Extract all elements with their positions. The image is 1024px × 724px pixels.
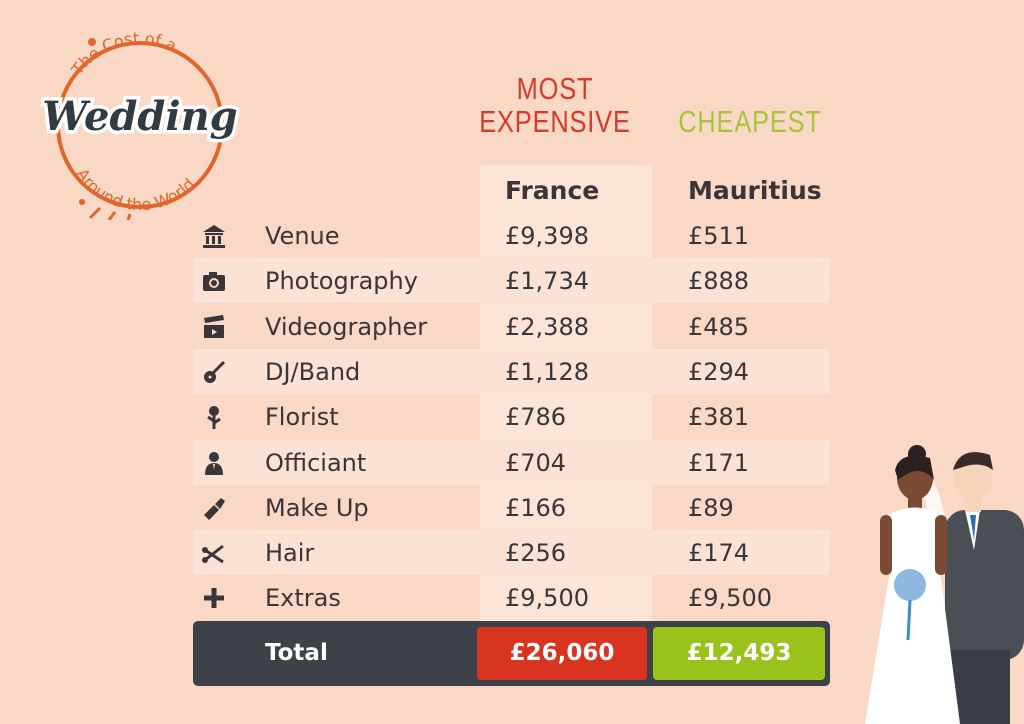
table-row: DJ/Band £1,128 £294 [193, 348, 830, 394]
mauritius-cost: £485 [688, 312, 750, 341]
person-icon [205, 451, 223, 475]
row-label: Florist [265, 403, 339, 432]
row-label: Extras [265, 584, 341, 613]
table-row: Hair £256 £174 [193, 530, 830, 576]
cheapest-heading: CHEAPEST [678, 104, 822, 139]
clapperboard-icon [204, 314, 224, 338]
country-france: France [505, 176, 600, 205]
bride-and-groom-illustration [865, 445, 1024, 724]
logo-bottom-text: Around the World [73, 165, 199, 214]
row-label: Make Up [265, 493, 369, 522]
total-row: Total £26,060 £12,493 [193, 621, 830, 686]
mauritius-cost: £174 [688, 539, 750, 568]
table-row: Officiant £704 £171 [193, 439, 830, 485]
table-row: Venue £9,398 £511 [193, 213, 830, 258]
total-france: £26,060 [477, 627, 647, 680]
france-cost: £786 [505, 403, 567, 432]
guitar-icon [204, 360, 226, 383]
row-label: Officiant [265, 448, 367, 477]
france-cost: £9,500 [505, 584, 589, 613]
bank-building-icon [203, 225, 225, 248]
france-cost: £256 [505, 539, 567, 568]
mauritius-cost: £89 [688, 493, 734, 522]
total-mauritius: £12,493 [653, 627, 825, 680]
scissors-icon [202, 544, 224, 564]
plus-icon [204, 588, 224, 609]
most-expensive-heading: MOST EXPENSIVE [479, 71, 631, 139]
lipstick-icon [204, 497, 225, 520]
table-row: Extras £9,500 £9,500 [193, 575, 830, 620]
mauritius-cost: £9,500 [688, 584, 772, 613]
mauritius-cost: £511 [688, 222, 750, 250]
total-label: Total [265, 640, 328, 666]
logo-top-text: The Cost of a [67, 30, 179, 79]
row-label: Hair [265, 539, 315, 568]
mauritius-cost: £294 [688, 357, 750, 386]
row-label: Videographer [265, 312, 428, 341]
camera-icon [203, 272, 225, 292]
flower-icon [207, 406, 221, 430]
france-cost: £2,388 [505, 312, 589, 341]
france-cost: £1,128 [505, 357, 589, 386]
mauritius-cost: £171 [688, 448, 750, 477]
france-cost: £1,734 [505, 267, 589, 296]
france-cost: £166 [505, 493, 567, 522]
country-mauritius: Mauritius [688, 176, 822, 205]
row-label: DJ/Band [265, 357, 361, 386]
table-row: Photography £1,734 £888 [193, 258, 830, 304]
table-row: Florist £786 £381 [193, 394, 830, 439]
mauritius-cost: £381 [688, 403, 750, 432]
france-cost: £9,398 [505, 222, 589, 250]
row-label: Venue [265, 222, 340, 250]
row-label: Photography [265, 267, 418, 296]
table-row: Make Up £166 £89 [193, 485, 830, 530]
mauritius-cost: £888 [688, 267, 750, 296]
france-cost: £704 [505, 448, 567, 477]
logo-main-text: Wedding [42, 93, 237, 140]
wedding-logo: The Cost of a Around the World Wedding [39, 30, 241, 220]
table-row: Videographer £2,388 £485 [193, 304, 830, 349]
